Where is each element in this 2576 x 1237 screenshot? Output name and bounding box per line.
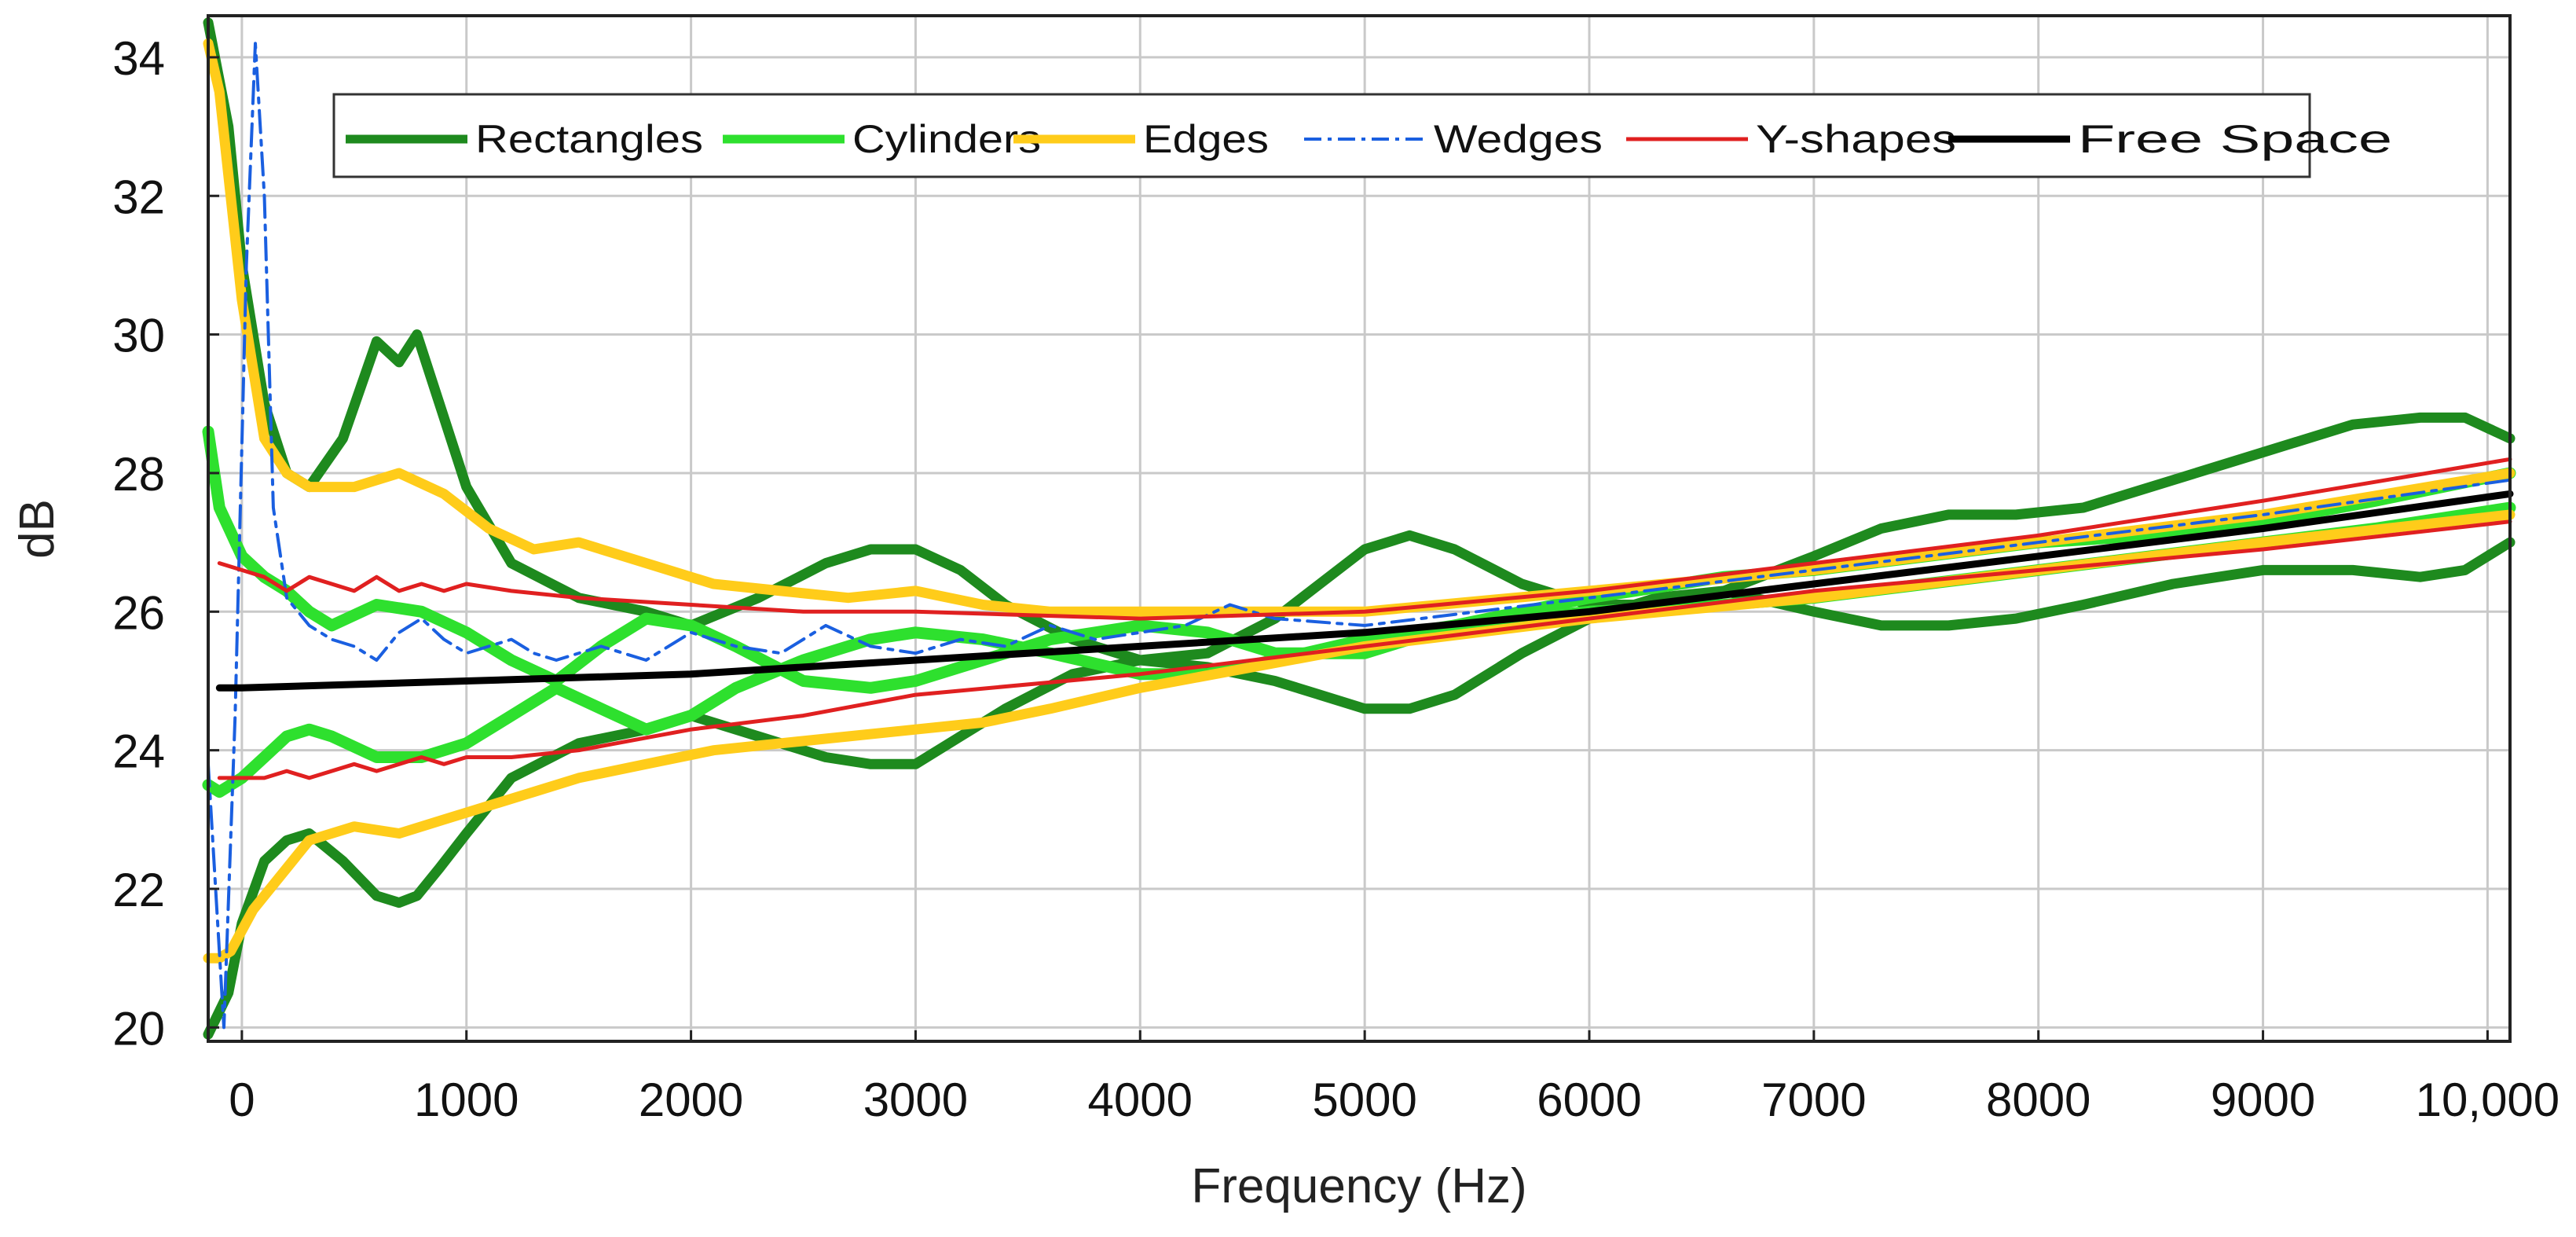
- series-free-space: [215, 490, 2514, 692]
- y-tick-label: 28: [112, 448, 165, 501]
- series-y-shapes: [217, 457, 2512, 780]
- series-line-rectangles-2: [203, 537, 2516, 1040]
- x-tick-label: 1000: [414, 1074, 518, 1126]
- legend-label-rectangles: Rectangles: [475, 117, 703, 161]
- x-tick-label: 5000: [1312, 1074, 1416, 1126]
- legend-label-cylinders: Cylinders: [852, 117, 1041, 161]
- x-tick-label: 10,000: [2416, 1074, 2560, 1126]
- y-axis-ticks: 20 22 24 26 28 30 32 34: [112, 32, 219, 1055]
- legend-label-free-space: Free Space: [2078, 117, 2392, 161]
- legend-label-edges: Edges: [1143, 117, 1269, 161]
- series-line-y-shapes-1: [217, 457, 2512, 621]
- x-tick-label: 3000: [863, 1074, 968, 1126]
- series-line-free-space-1: [215, 490, 2514, 692]
- x-tick-label: 7000: [1761, 1074, 1866, 1126]
- y-tick-label: 20: [112, 1002, 165, 1055]
- y-tick-label: 30: [112, 310, 165, 362]
- y-axis-title: dB: [10, 499, 64, 559]
- y-tick-label: 34: [112, 32, 165, 85]
- legend-label-wedges: Wedges: [1434, 117, 1603, 161]
- legend-label-y-shapes: Y-shapes: [1756, 117, 1956, 161]
- legend: Rectangles Cylinders Edges Wedges Y-shapes Fr…: [332, 93, 2392, 178]
- x-tick-label: 9000: [2211, 1074, 2315, 1126]
- x-tick-label: 4000: [1088, 1074, 1193, 1126]
- series-lines: [202, 17, 2516, 1040]
- y-tick-label: 22: [112, 864, 165, 916]
- x-axis-title: Frequency (Hz): [1191, 1159, 1526, 1213]
- x-tick-label: 6000: [1537, 1074, 1641, 1126]
- x-axis-ticks: 0 1000 2000 3000 4000 5000 6000 7000 8000 9000 10,…: [229, 1030, 2560, 1126]
- x-tick-label: 8000: [1986, 1074, 2090, 1126]
- y-tick-label: 32: [112, 171, 165, 223]
- grid: [208, 16, 2510, 1041]
- series-wedges: [207, 42, 2512, 1030]
- series-line-wedges-1: [207, 42, 2512, 1030]
- x-tick-label: 2000: [639, 1074, 743, 1126]
- x-tick-label: 0: [229, 1074, 255, 1126]
- y-tick-label: 26: [112, 586, 165, 639]
- plot-frame: [207, 14, 2512, 1043]
- y-tick-label: 24: [112, 725, 165, 778]
- series-line-y-shapes-2: [217, 519, 2512, 780]
